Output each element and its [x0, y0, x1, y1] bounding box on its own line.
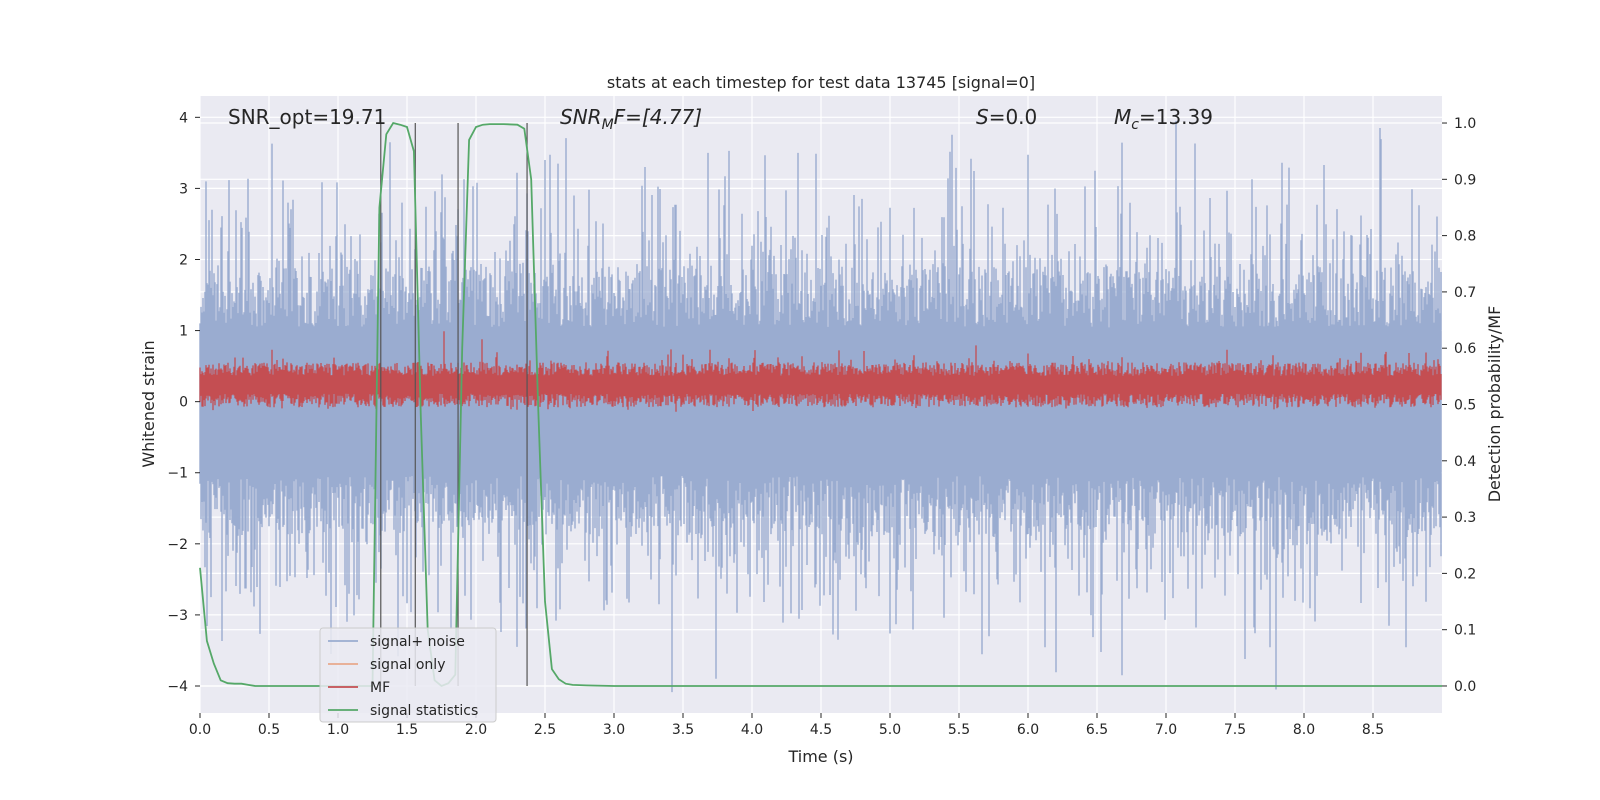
x-tick-label: 3.0: [603, 722, 625, 738]
y2-tick-label: 1.0: [1454, 116, 1476, 132]
y-axis-label: Whitened strain: [139, 340, 158, 467]
y2-tick-label: 0.7: [1454, 285, 1476, 301]
y-tick-label: −1: [167, 466, 188, 482]
y-tick-label: 3: [179, 181, 188, 197]
chart-title: stats at each timestep for test data 137…: [607, 73, 1035, 92]
x-tick-label: 5.0: [879, 722, 901, 738]
y2-axis-label: Detection probability/MF: [1485, 306, 1504, 503]
legend-box: [319, 627, 497, 723]
x-tick-label: 3.5: [672, 722, 694, 738]
annotation-s: S=0.0: [976, 105, 1037, 129]
y-tick-label: 2: [179, 252, 188, 268]
x-tick-label: 0.5: [258, 722, 280, 738]
y2-tick-label: 0.2: [1454, 566, 1476, 582]
y2-tick-label: 0.3: [1454, 510, 1476, 526]
mf-line: [199, 331, 1442, 412]
y-tick-label: 1: [179, 324, 188, 340]
annotation-s-rest: =0.0: [989, 105, 1038, 129]
y2-tick-labels: 1.0 0.9 0.8 0.7 0.6 0.5 0.4 0.3 0.2 0.1 0.0: [1442, 116, 1476, 695]
x-tick-label: 8.0: [1293, 722, 1315, 738]
x-tick-label: 2.0: [465, 722, 487, 738]
y-tick-label: −2: [167, 537, 188, 553]
annotation-snr-mf-rest: F=[4.77]: [614, 105, 702, 129]
x-tick-label: 1.0: [327, 722, 349, 738]
y2-tick-label: 0.4: [1454, 454, 1476, 470]
x-tick-label: 0.0: [189, 722, 211, 738]
annotation-snr-mf: SNRMF=[4.77]: [560, 105, 702, 133]
y2-tick-label: 0.5: [1454, 398, 1476, 414]
x-tick-label: 8.5: [1362, 722, 1384, 738]
x-tick-labels: 0.0 0.5 1.0 1.5 2.0 2.5 3.0 3.5 4.0 4.5 5.0 5.5 6.0 6…: [189, 713, 1384, 738]
y2-tick-label: 0.9: [1454, 172, 1476, 188]
annotation-mc-rest: =13.39: [1139, 105, 1213, 129]
x-tick-label: 1.5: [396, 722, 418, 738]
y-tick-labels: 4 3 2 1 0 −1 −2 −3 −4: [167, 110, 200, 695]
y2-tick-label: 0.0: [1454, 679, 1476, 695]
y-tick-label: 0: [179, 395, 188, 411]
legend-label: signal only: [370, 657, 445, 673]
x-tick-label: 6.5: [1086, 722, 1108, 738]
annotation-mc-main: M: [1114, 105, 1131, 129]
legend-label: signal+ noise: [370, 634, 465, 650]
legend-label: signal statistics: [370, 703, 478, 719]
y2-tick-label: 0.1: [1454, 623, 1476, 639]
legend-label: MF: [370, 680, 390, 696]
annotation-mc: Mc=13.39: [1114, 105, 1213, 133]
y-tick-label: −4: [167, 679, 188, 695]
annotation-mc-sub: c: [1131, 117, 1139, 133]
series-mf: [199, 331, 1442, 412]
annotation-snr-mf-main: SNR: [560, 105, 602, 129]
x-axis-label: Time (s): [787, 747, 853, 766]
x-tick-label: 4.0: [741, 722, 763, 738]
x-tick-label: 2.5: [534, 722, 556, 738]
x-tick-label: 7.5: [1224, 722, 1246, 738]
y-tick-label: 4: [179, 110, 188, 126]
x-tick-label: 7.0: [1155, 722, 1177, 738]
x-tick-label: 4.5: [810, 722, 832, 738]
annotation-snr-mf-sub: M: [602, 117, 614, 133]
y2-tick-label: 0.8: [1454, 229, 1476, 245]
annotation-snr-opt: SNR_opt=19.71: [228, 105, 386, 129]
x-tick-label: 6.0: [1017, 722, 1039, 738]
legend: signal+ noise signal only MF signal statist…: [319, 627, 497, 723]
y-tick-label: −3: [167, 608, 188, 624]
annotation-s-main: S: [976, 105, 989, 129]
y2-tick-label: 0.6: [1454, 341, 1476, 357]
x-tick-label: 5.5: [948, 722, 970, 738]
